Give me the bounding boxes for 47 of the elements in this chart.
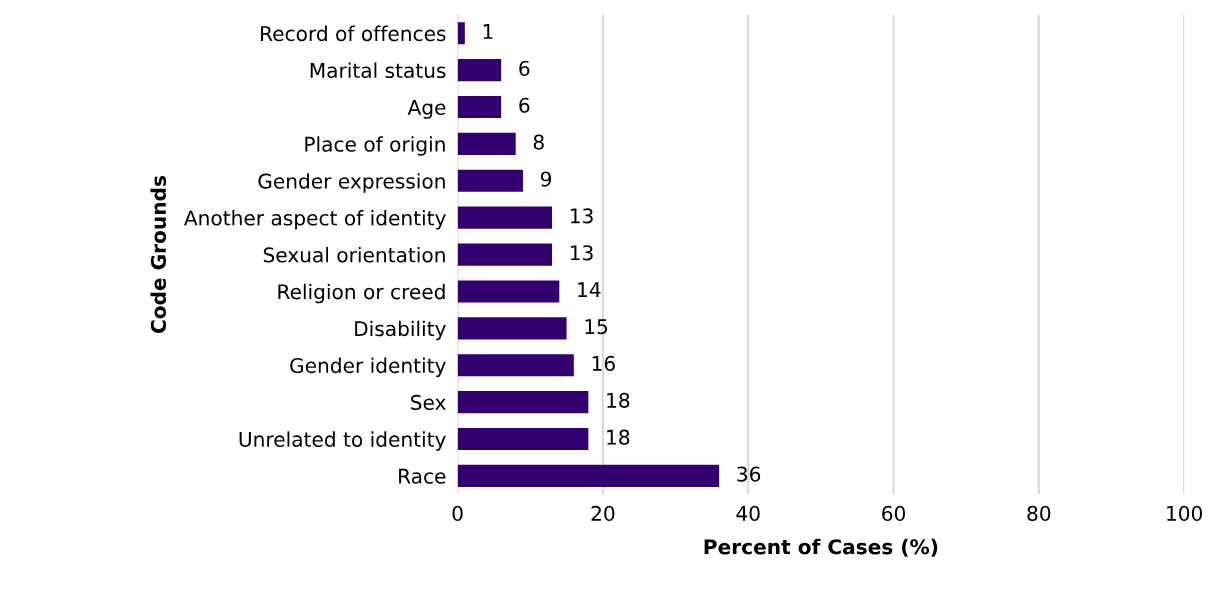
y-tick-label: Sex	[411, 394, 446, 411]
bar	[457, 22, 465, 45]
data-label: 16	[592, 355, 615, 372]
bar	[457, 243, 553, 266]
data-label: 1	[483, 24, 493, 39]
bar	[457, 95, 502, 119]
y-tick-label: Race	[399, 468, 446, 484]
data-label: 14	[578, 282, 601, 297]
x-tick-label: 40	[736, 505, 760, 522]
y-tick-label: Gender identity	[290, 357, 446, 378]
data-label: 36	[737, 466, 761, 482]
x-tick-label: 80	[1027, 505, 1051, 522]
x-tick-label: 100	[1167, 505, 1203, 522]
y-tick-label: Another aspect of identity	[184, 210, 446, 230]
x-tick-label: 0	[452, 505, 463, 522]
y-tick-label: Unrelated to identity	[239, 431, 446, 451]
y-tick-label: Place of origin	[305, 136, 445, 156]
x-tick-label: 20	[591, 505, 615, 522]
data-label: 15	[585, 319, 608, 335]
x-axis-title: Percent of Cases (%)	[704, 538, 938, 557]
data-label: 6	[519, 60, 530, 76]
data-label: 8	[533, 134, 544, 150]
bar	[457, 354, 574, 377]
bar	[457, 427, 589, 451]
y-tick-label: Gender expression	[258, 173, 445, 193]
y-axis-title: Code Grounds	[150, 175, 167, 334]
y-tick-label: Record of offences	[261, 25, 446, 42]
y-tick-label: Sexual orientation	[263, 246, 445, 263]
data-label: 18	[607, 429, 630, 445]
data-label: 18	[607, 392, 630, 408]
bar	[457, 391, 589, 414]
data-label: 13	[570, 208, 593, 224]
y-tick-label: Religion or creed	[278, 283, 445, 304]
x-tick-label: 60	[882, 505, 905, 522]
bar	[457, 280, 560, 303]
y-tick-label: Disability	[355, 320, 446, 341]
data-label: 13	[570, 245, 593, 261]
data-label: 6	[519, 97, 530, 113]
y-tick-label: Age	[407, 99, 446, 119]
data-label: 9	[540, 171, 552, 187]
bar	[457, 169, 523, 192]
bar	[457, 464, 720, 487]
y-tick-label: Marital status	[310, 62, 446, 79]
bar	[457, 317, 567, 340]
bar	[457, 206, 553, 229]
bar	[457, 132, 516, 155]
bar	[457, 59, 502, 82]
